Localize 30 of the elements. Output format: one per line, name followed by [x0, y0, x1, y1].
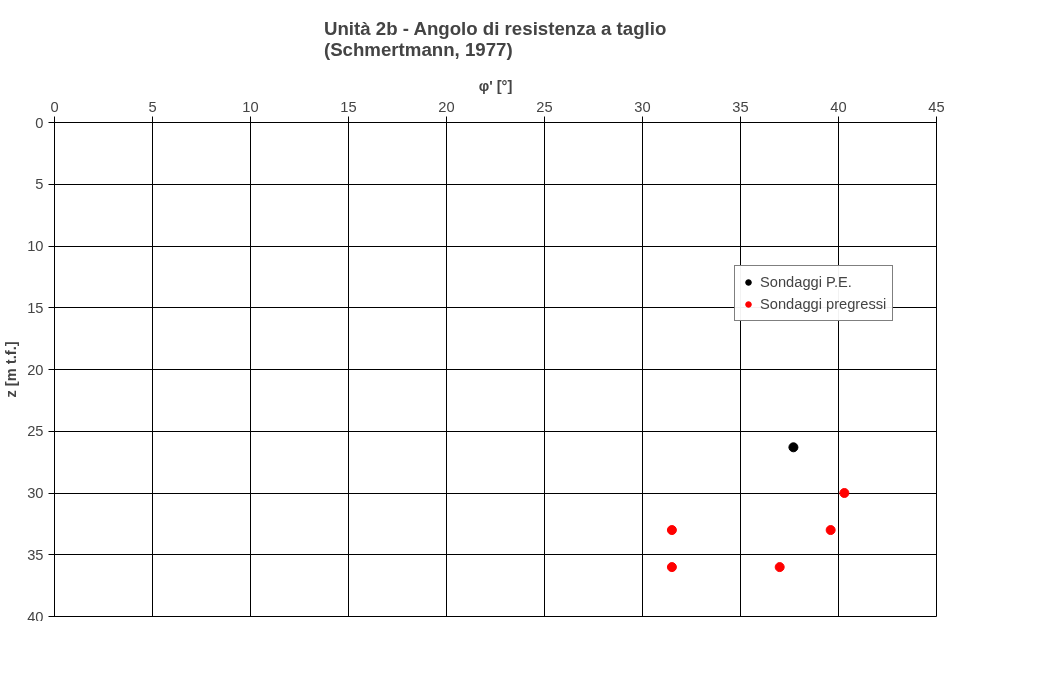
x-axis-title: φ' [°]: [478, 77, 513, 94]
x-tick-label: 25: [536, 98, 553, 115]
point: [788, 442, 799, 453]
x-tick-label: 30: [634, 98, 651, 115]
legend-label: Sondaggi P.E.: [760, 274, 852, 290]
x-tick-label: 20: [438, 98, 455, 115]
x-tick-label: 0: [50, 98, 59, 115]
y-axis-title: z [m t.f.]: [3, 341, 20, 398]
y-tick-label: 35: [27, 546, 44, 563]
y-tick-label: 40: [27, 608, 44, 625]
x-tick-label: 15: [340, 98, 357, 115]
y-tick-label: 10: [27, 238, 44, 254]
point: [825, 525, 836, 536]
x-tick-label: 45: [928, 98, 945, 115]
chart-title: Unità 2b - Angolo di resistenza a taglio (Schmertmann, 1977): [323, 17, 667, 60]
point: [839, 488, 850, 498]
point: [774, 562, 785, 573]
y-tick-label: 15: [27, 299, 44, 316]
y-tick-label: 30: [27, 485, 44, 501]
y-tick-label: 25: [27, 423, 44, 440]
x-tick-label: 5: [148, 98, 157, 115]
y-tick-label: 0: [35, 114, 44, 131]
point: [666, 562, 677, 573]
y-tick-label: 5: [35, 176, 44, 193]
x-tick-label: 40: [830, 98, 847, 115]
x-tick-label: 10: [242, 98, 259, 115]
point: [666, 525, 677, 536]
legend-label: Sondaggi pregressi: [760, 296, 887, 312]
x-tick-label: 35: [732, 98, 749, 115]
y-tick-label: 20: [27, 361, 44, 378]
